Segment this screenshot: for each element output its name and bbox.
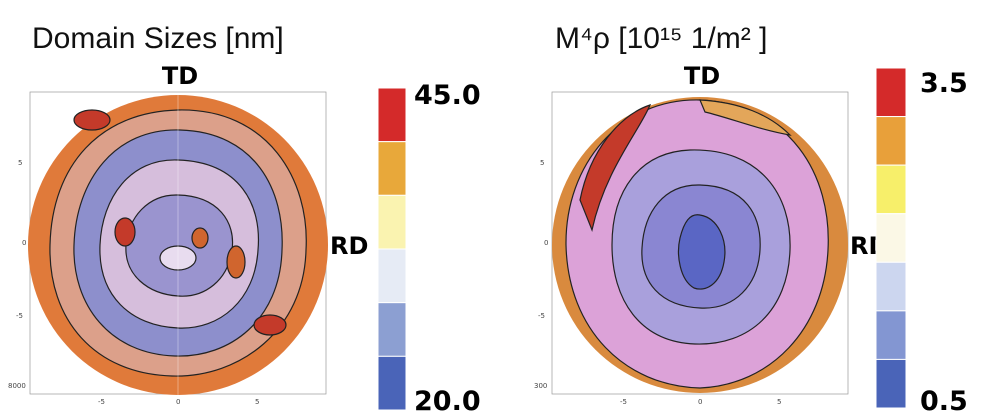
contour — [677, 214, 726, 290]
contour — [253, 314, 287, 336]
tick-label: 0 — [176, 398, 180, 406]
contour — [114, 217, 136, 247]
colorbar-segment — [377, 355, 407, 411]
colorbar-segment — [377, 302, 407, 357]
tick-label: -5 — [538, 312, 545, 320]
tick-label: 5 — [777, 398, 781, 406]
contour — [579, 104, 652, 233]
tick-label: 5 — [540, 159, 544, 167]
colorbar-segment — [377, 141, 407, 196]
tick-label: 8000 — [8, 382, 26, 390]
direction-label: TD — [684, 62, 720, 90]
tick-label: 5 — [255, 398, 259, 406]
tick-label: -5 — [620, 398, 627, 406]
direction-label: TD — [162, 62, 198, 90]
tick-label: 0 — [698, 398, 702, 406]
panel-title: M⁴ρ [10¹⁵ 1/m² ] — [555, 22, 767, 55]
colorbar-segment — [875, 261, 907, 312]
tick-label: 300 — [534, 382, 547, 390]
contour — [226, 245, 246, 279]
tick-label: 0 — [544, 239, 548, 247]
contour — [699, 99, 792, 136]
colorbar-min: 0.5 — [920, 386, 968, 416]
direction-label: RD — [330, 232, 368, 260]
colorbar-segment — [875, 213, 907, 263]
colorbar-segment — [875, 67, 907, 118]
contour — [159, 245, 197, 271]
colorbar — [377, 87, 407, 411]
colorbar-segment — [377, 194, 407, 250]
panel-domain-sizes: Domain Sizes [nm] TD RD 45.0 20.0 5 0 -5… — [8, 22, 481, 416]
colorbar-segment — [377, 248, 407, 304]
tick-label: -5 — [98, 398, 105, 406]
contour — [73, 109, 111, 131]
colorbar-segment — [875, 358, 907, 409]
tick-label: 0 — [22, 239, 26, 247]
panel-m4rho: M⁴ρ [10¹⁵ 1/m² ] TD RD 3.5 0.5 5 0 -5 30… — [534, 22, 968, 416]
plot-frame — [551, 91, 849, 395]
colorbar-max: 3.5 — [920, 68, 968, 99]
colorbar-segment — [377, 87, 407, 143]
tick-label: 5 — [18, 159, 22, 167]
colorbar-max: 45.0 — [414, 80, 481, 111]
colorbar-min: 20.0 — [414, 386, 481, 416]
colorbar — [875, 67, 907, 409]
contour — [191, 227, 209, 249]
colorbar-segment — [875, 164, 907, 215]
colorbar-segment — [875, 116, 907, 166]
tick-label: -5 — [16, 312, 23, 320]
panel-title: Domain Sizes [nm] — [32, 22, 284, 55]
colorbar-segment — [875, 310, 907, 360]
